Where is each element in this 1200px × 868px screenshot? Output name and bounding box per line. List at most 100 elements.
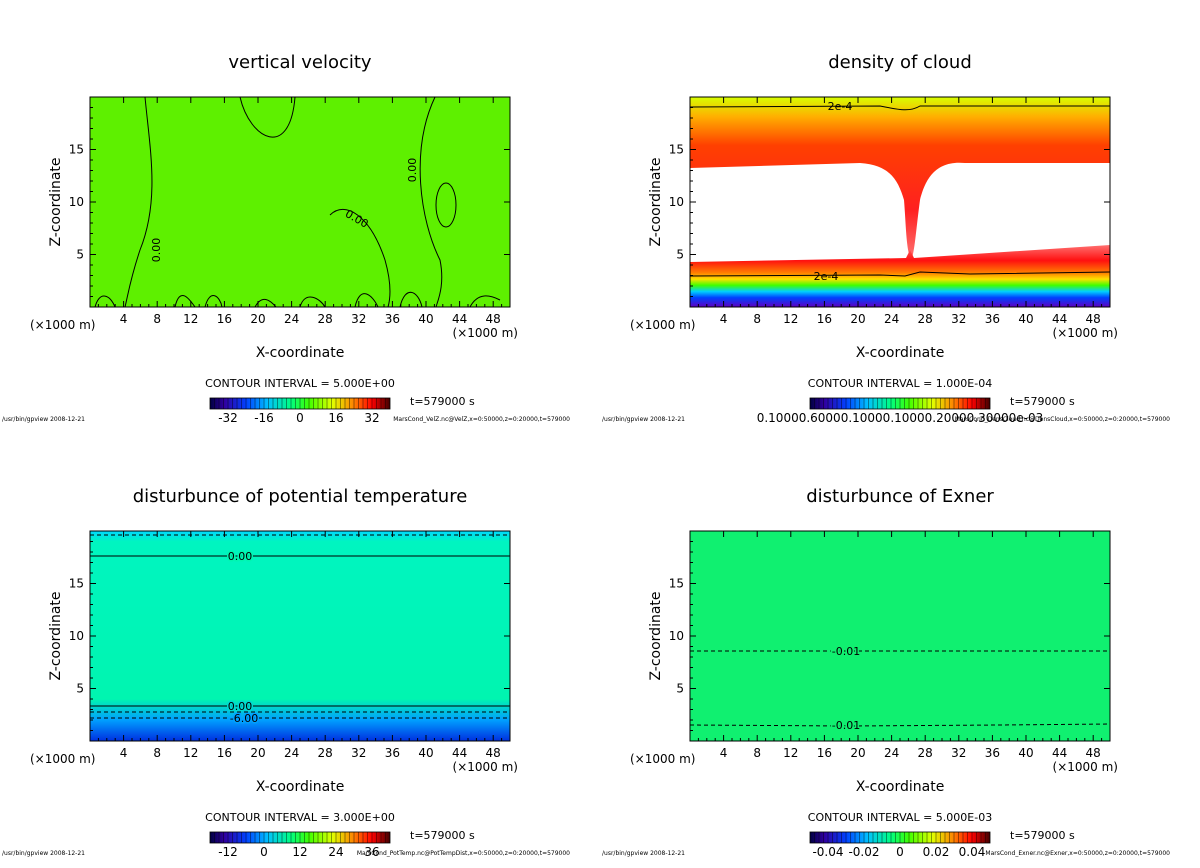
panel-title: disturbunce of Exner bbox=[806, 486, 994, 507]
x-tick-label: 48 bbox=[486, 746, 501, 760]
x-tick-label: 28 bbox=[918, 312, 933, 326]
contour-label: -0.01 bbox=[832, 645, 860, 658]
x-tick-label: 24 bbox=[284, 312, 299, 326]
x-tick-label: 44 bbox=[1052, 312, 1067, 326]
y-tick-label: 5 bbox=[676, 248, 684, 262]
x-tick-label: 8 bbox=[753, 312, 761, 326]
panel-title: vertical velocity bbox=[228, 52, 372, 73]
x-axis-label: X-coordinate bbox=[256, 779, 345, 795]
x-axis-label: X-coordinate bbox=[856, 779, 945, 795]
x-tick-label: 4 bbox=[120, 312, 128, 326]
colorbar-tick-label: 0.04 bbox=[959, 845, 986, 859]
x-tick-label: 40 bbox=[418, 312, 433, 326]
x-tick-label: 40 bbox=[418, 746, 433, 760]
time-label: t=579000 s bbox=[1010, 395, 1075, 408]
footer-program: /usr/bin/gpview 2008-12-21 bbox=[2, 416, 85, 423]
x-tick-label: 16 bbox=[817, 746, 832, 760]
colorbar-tick-label: 0 bbox=[896, 845, 904, 859]
x-tick-label: 44 bbox=[452, 746, 467, 760]
y-tick-label: 5 bbox=[676, 682, 684, 696]
footer-source: MarsCond_Exner.nc@Exner,x=0:50000,z=0:20… bbox=[985, 850, 1170, 857]
contour-label: -6.00 bbox=[230, 712, 258, 725]
colorbar-tick-label: -12 bbox=[218, 845, 238, 859]
colorbar-tick-label: 36 bbox=[364, 845, 379, 859]
x-tick-label: 48 bbox=[1086, 312, 1101, 326]
x-tick-label: 8 bbox=[153, 312, 161, 326]
panel-title: density of cloud bbox=[828, 52, 972, 73]
y-tick-label: 10 bbox=[69, 195, 84, 209]
contour-line bbox=[239, 96, 296, 138]
contour-line bbox=[124, 96, 153, 308]
x-tick-label: 12 bbox=[783, 746, 798, 760]
field-fill bbox=[90, 531, 510, 741]
x-tick-label: 20 bbox=[850, 312, 865, 326]
contour-label: 0.00 bbox=[228, 700, 253, 713]
contour-line bbox=[329, 209, 391, 308]
y-tick-label: 15 bbox=[69, 577, 84, 591]
y-tick-label: 10 bbox=[69, 629, 84, 643]
colorbar-tick-label: 16 bbox=[328, 411, 343, 425]
x-unit-label: (×1000 m) bbox=[1053, 760, 1118, 774]
x-tick-label: 40 bbox=[1018, 746, 1033, 760]
x-tick-label: 24 bbox=[884, 746, 899, 760]
y-axis-label: Z-coordinate bbox=[48, 591, 64, 680]
x-axis-label: X-coordinate bbox=[856, 345, 945, 361]
field-fill bbox=[690, 531, 1110, 741]
footer-source: MarsCond_PotTemp.nc@PotTempDist,x=0:5000… bbox=[357, 850, 570, 857]
x-unit-label: (×1000 m) bbox=[30, 318, 95, 332]
y-tick-label: 15 bbox=[669, 577, 684, 591]
contour-label: 0.00 bbox=[150, 238, 163, 263]
colorbar-tick-label: 24 bbox=[328, 845, 343, 859]
field-fill bbox=[90, 97, 510, 307]
x-unit-label: (×1000 m) bbox=[453, 760, 518, 774]
x-tick-label: 40 bbox=[1018, 312, 1033, 326]
colorbar-tick-label: 0.10000.60000.10000.10000.20000.30000e-0… bbox=[757, 411, 1044, 425]
y-axis-label: Z-coordinate bbox=[48, 157, 64, 246]
cloud-layer-upper bbox=[690, 97, 1110, 258]
x-tick-label: 16 bbox=[217, 312, 232, 326]
footer-source: MarsCond_VelZ.nc@VelZ,x=0:50000,z=0:2000… bbox=[393, 416, 570, 423]
colorbar-tick-label: -32 bbox=[218, 411, 238, 425]
x-unit-label: (×1000 m) bbox=[453, 326, 518, 340]
x-tick-label: 20 bbox=[250, 312, 265, 326]
contour-line bbox=[689, 271, 1111, 277]
contour-interval: CONTOUR INTERVAL = 1.000E-04 bbox=[808, 377, 992, 390]
contour-line bbox=[94, 291, 501, 308]
contour-line bbox=[435, 182, 457, 228]
contour-interval: CONTOUR INTERVAL = 3.000E+00 bbox=[205, 811, 395, 824]
footer-program: /usr/bin/gpview 2008-12-21 bbox=[2, 850, 85, 857]
contour-line bbox=[689, 723, 1111, 727]
footer-program: /usr/bin/gpview 2008-12-21 bbox=[602, 416, 685, 423]
x-tick-label: 36 bbox=[985, 312, 1000, 326]
x-tick-label: 44 bbox=[1052, 746, 1067, 760]
colorbar-tick-label: 0 bbox=[296, 411, 304, 425]
contour-label: 2e-4 bbox=[828, 100, 853, 113]
x-tick-label: 48 bbox=[486, 312, 501, 326]
colorbar-tick-label: 0.02 bbox=[923, 845, 950, 859]
x-tick-label: 28 bbox=[318, 312, 333, 326]
x-tick-label: 16 bbox=[817, 312, 832, 326]
contour-line bbox=[419, 96, 443, 308]
x-unit-label: (×1000 m) bbox=[30, 752, 95, 766]
x-tick-label: 12 bbox=[183, 746, 198, 760]
x-tick-label: 8 bbox=[153, 746, 161, 760]
panel-vertical-velocity: vertical velocity 0.00 0.00 0.00 bbox=[90, 52, 510, 308]
x-tick-label: 24 bbox=[284, 746, 299, 760]
time-label: t=579000 s bbox=[410, 395, 475, 408]
x-tick-label: 4 bbox=[720, 312, 728, 326]
x-tick-label: 36 bbox=[985, 746, 1000, 760]
panel-density-of-cloud: density of cloud 2e-4 2e-4 bbox=[689, 52, 1111, 307]
panel-title: disturbunce of potential temperature bbox=[133, 486, 468, 507]
contour-label: 0.00 bbox=[406, 158, 419, 183]
x-tick-label: 12 bbox=[183, 312, 198, 326]
footer-program: /usr/bin/gpview 2008-12-21 bbox=[602, 850, 685, 857]
contour-line bbox=[689, 105, 1110, 111]
x-tick-label: 28 bbox=[318, 746, 333, 760]
x-tick-label: 20 bbox=[850, 746, 865, 760]
contour-interval: CONTOUR INTERVAL = 5.000E-03 bbox=[808, 811, 992, 824]
colorbar-tick-label: 32 bbox=[364, 411, 379, 425]
